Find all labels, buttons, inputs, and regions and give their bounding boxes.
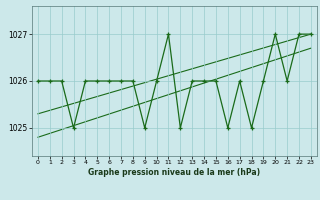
X-axis label: Graphe pression niveau de la mer (hPa): Graphe pression niveau de la mer (hPa) [88, 168, 260, 177]
